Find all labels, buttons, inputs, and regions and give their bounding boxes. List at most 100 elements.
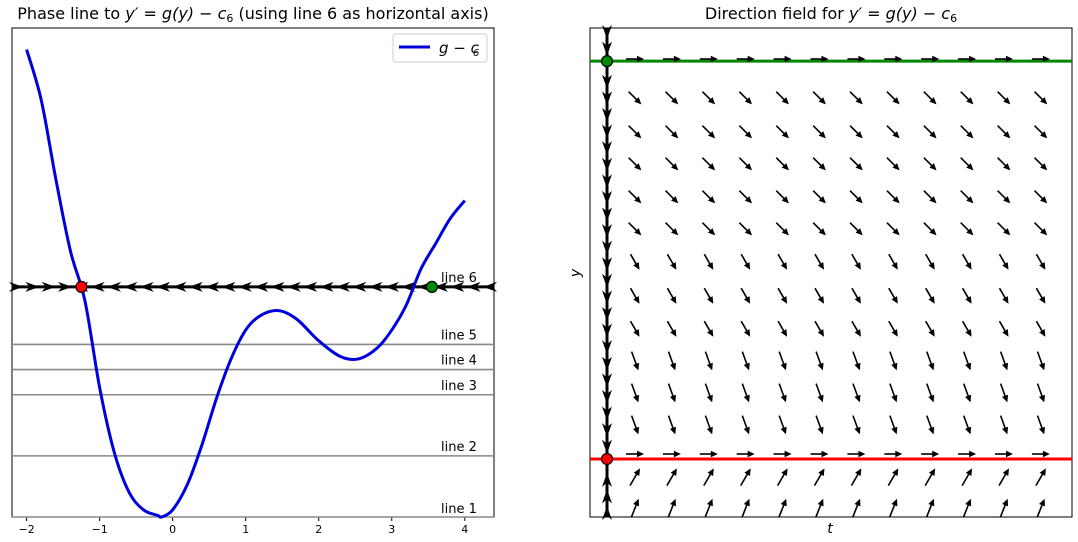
field-arrow-head xyxy=(707,296,714,304)
field-arrow-head xyxy=(817,498,824,507)
vertical-phase-arrow xyxy=(602,207,612,222)
field-arrow-head xyxy=(818,97,826,105)
phase-arrow xyxy=(433,281,448,292)
field-arrow-head xyxy=(965,394,972,403)
field-arrow-head xyxy=(895,55,903,63)
field-arrow-head xyxy=(855,131,863,139)
field-arrow-head xyxy=(707,97,716,105)
vertical-phase-arrow xyxy=(602,439,612,454)
field-arrow-head xyxy=(858,450,866,458)
x-tick-label: 4 xyxy=(461,523,468,536)
field-arrow-head xyxy=(855,468,862,477)
x-tick-label: 1 xyxy=(242,523,249,536)
vertical-phase-arrow xyxy=(602,157,612,172)
vertical-phase-arrow xyxy=(602,141,612,156)
left-plot-frame xyxy=(11,27,495,518)
field-arrow-head xyxy=(854,362,861,371)
phase-arrow xyxy=(123,281,138,292)
field-arrow-head xyxy=(1006,450,1013,458)
field-arrow-head xyxy=(710,55,718,63)
field-arrow-head xyxy=(707,228,716,236)
horizontal-line-label: line 6 xyxy=(441,271,477,286)
field-arrow-head xyxy=(928,426,935,435)
field-arrow-head xyxy=(892,228,900,236)
field-arrow-head xyxy=(929,131,937,139)
field-arrow-head xyxy=(669,394,676,403)
field-arrow-head xyxy=(928,296,935,304)
field-arrow-head xyxy=(818,228,826,236)
field-arrow-head xyxy=(1003,163,1011,171)
field-arrow-head xyxy=(1006,55,1013,63)
field-arrow-head xyxy=(671,196,679,204)
field-arrow-head xyxy=(965,262,972,270)
vertical-phase-arrow xyxy=(602,290,612,305)
field-arrow-head xyxy=(817,296,824,304)
stable-equilibrium-point xyxy=(425,280,439,293)
field-arrow-head xyxy=(780,498,787,507)
vertical-phase-arrow xyxy=(602,25,612,39)
legend-box xyxy=(392,33,488,63)
field-arrow-head xyxy=(706,394,713,403)
phase-arrow xyxy=(303,281,318,292)
phase-arrow xyxy=(172,281,187,292)
vertical-phase-arrow xyxy=(602,41,612,56)
field-arrow-head xyxy=(966,228,974,236)
phase-arrow xyxy=(139,281,154,292)
field-arrow-head xyxy=(928,498,935,507)
y-axis-label: y xyxy=(568,268,584,278)
field-arrow-head xyxy=(854,262,861,270)
field-arrow-head xyxy=(671,97,679,105)
field-arrow-head xyxy=(633,468,640,477)
field-arrow-head xyxy=(633,362,640,371)
vertical-phase-arrow xyxy=(602,107,612,122)
field-arrow-head xyxy=(707,196,716,204)
field-arrow-head xyxy=(634,131,642,139)
field-arrow-head xyxy=(1038,426,1045,435)
field-arrow-head xyxy=(891,329,898,337)
field-arrow-head xyxy=(817,362,824,371)
field-arrow-head xyxy=(744,163,753,171)
field-arrow-head xyxy=(929,97,937,105)
field-arrow-head xyxy=(821,450,829,458)
field-arrow-head xyxy=(707,163,716,171)
field-arrow-head xyxy=(929,196,937,204)
g-minus-c6-curve xyxy=(25,49,466,519)
field-arrow-head xyxy=(929,163,937,171)
field-arrow-head xyxy=(633,426,640,435)
vertical-phase-arrow xyxy=(602,91,612,106)
field-arrow-head xyxy=(634,196,642,204)
phase-arrow xyxy=(188,281,203,292)
field-arrow-head xyxy=(891,362,898,371)
field-arrow-head xyxy=(932,450,940,458)
field-arrow-head xyxy=(817,426,824,435)
field-arrow-head xyxy=(634,228,642,236)
vertical-phase-arrow xyxy=(602,273,612,288)
field-arrow-head xyxy=(854,426,861,435)
phase-arrow xyxy=(450,281,465,292)
field-arrow-head xyxy=(670,262,677,270)
field-arrow-head xyxy=(969,450,977,458)
field-arrow-head xyxy=(928,394,935,403)
field-arrow-head xyxy=(780,296,788,304)
vertical-phase-arrow xyxy=(602,373,612,388)
field-arrow-head xyxy=(1002,394,1009,403)
field-arrow-head xyxy=(747,55,755,63)
field-arrow-head xyxy=(965,362,972,371)
vertical-phase-arrow xyxy=(602,240,612,255)
right-plot-area xyxy=(590,25,1072,520)
field-arrow-head xyxy=(818,196,826,204)
vertical-phase-arrow xyxy=(602,356,612,371)
field-arrow-head xyxy=(743,262,751,270)
field-arrow-head xyxy=(1038,362,1045,371)
field-arrow-head xyxy=(1003,131,1011,139)
field-arrow-head xyxy=(669,362,676,371)
field-arrow-head xyxy=(633,394,640,403)
phase-arrow xyxy=(254,281,269,292)
field-arrow-head xyxy=(891,262,898,270)
field-arrow-head xyxy=(706,498,713,507)
phase-arrow xyxy=(58,281,73,292)
field-arrow-head xyxy=(821,55,829,63)
field-arrow-head xyxy=(818,131,826,139)
field-arrow-head xyxy=(670,498,676,507)
field-arrow-head xyxy=(743,362,750,371)
